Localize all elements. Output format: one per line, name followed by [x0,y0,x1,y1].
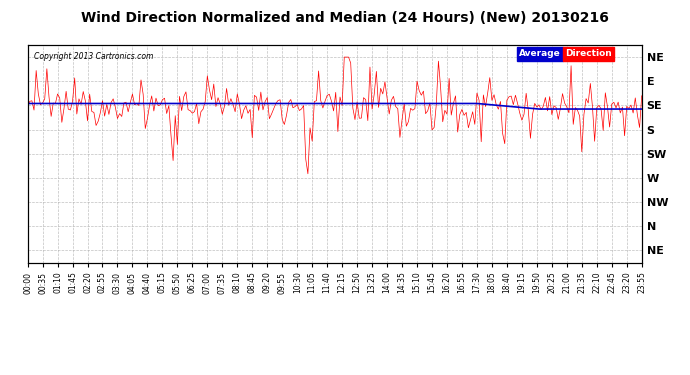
Text: Copyright 2013 Cartronics.com: Copyright 2013 Cartronics.com [34,51,153,60]
Text: Direction: Direction [565,50,612,58]
Text: Average: Average [519,50,561,58]
Text: Wind Direction Normalized and Median (24 Hours) (New) 20130216: Wind Direction Normalized and Median (24… [81,11,609,25]
